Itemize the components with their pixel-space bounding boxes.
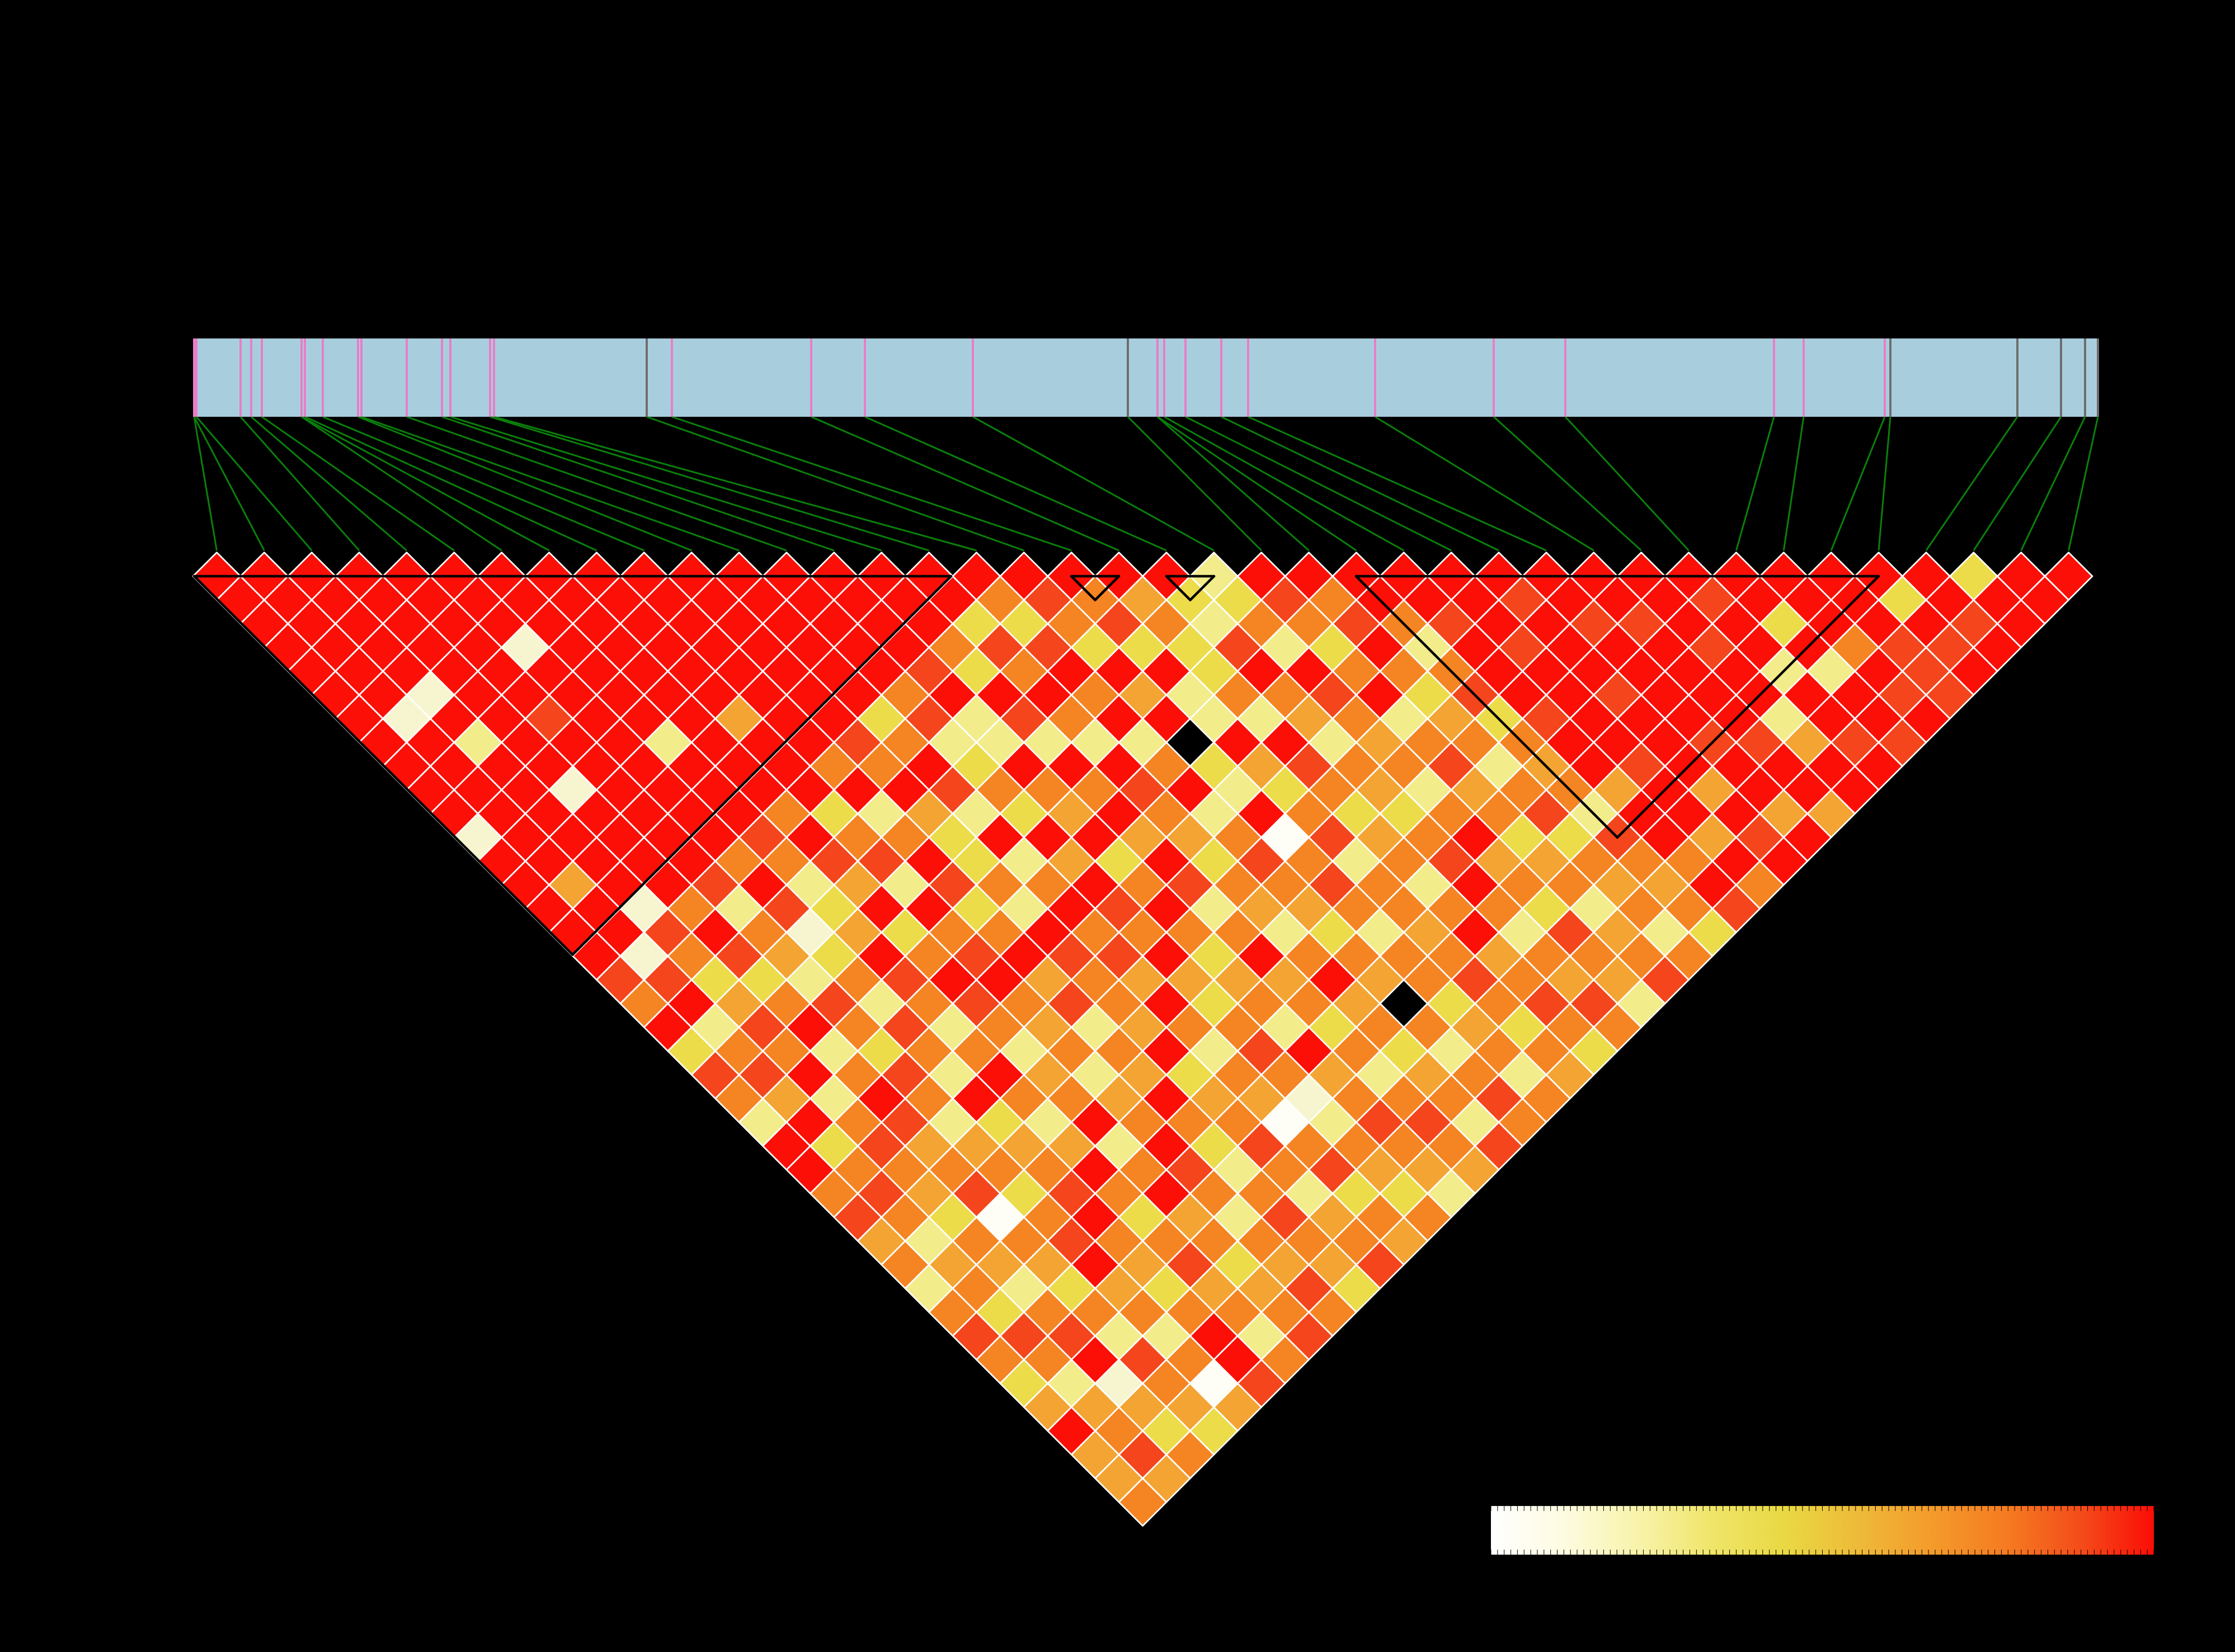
snp-connector-line: [972, 416, 1215, 552]
color-key-bar: [1491, 1506, 2154, 1555]
snp-connector-line: [864, 416, 1167, 552]
snp-connector-line: [322, 416, 644, 552]
snp-connector-line: [493, 416, 977, 552]
snp-connector-line: [239, 416, 360, 551]
block-left-edge: [1354, 575, 1619, 839]
snp-connector-line: [1830, 416, 1886, 551]
snp-connector-line: [301, 416, 550, 552]
block-left-edge: [192, 575, 574, 956]
snp-connector-line: [811, 416, 1119, 552]
snp-connector-line: [1564, 416, 1690, 552]
genetic-map: [193, 338, 2099, 417]
snp-connector-line: [193, 416, 218, 551]
snp-connector-line: [490, 416, 929, 552]
snp-connector-line: [361, 416, 740, 552]
snp-connector-line: [1157, 416, 1310, 552]
snp-connector-lines: [193, 416, 2099, 552]
snp-connector-line: [1185, 416, 1452, 552]
snp-connector-line: [2020, 416, 2086, 551]
ld-triangle: [192, 552, 2093, 1527]
snp-connector-line: [1878, 416, 1891, 551]
snp-connector-line: [441, 416, 835, 552]
snp-connector-line: [2068, 416, 2099, 551]
snp-connector-line: [406, 416, 787, 552]
snp-connector-line: [251, 416, 407, 552]
snp-connector-line: [1221, 416, 1499, 552]
snp-connector-line: [646, 416, 1024, 552]
block-left-edge: [1165, 575, 1192, 601]
genomic-region-bar: [193, 338, 2099, 417]
block-right-edge: [1616, 575, 1880, 839]
snp-connector-line: [1127, 416, 1262, 552]
snp-connector-line: [261, 416, 455, 552]
snp-connector-line: [193, 416, 265, 551]
snp-connector-line: [357, 416, 692, 552]
snp-connector-line: [450, 416, 882, 552]
snp-connector-line: [301, 416, 502, 552]
color-key: [1490, 1506, 2154, 1555]
snp-connector-line: [1925, 416, 2018, 551]
block-right-edge: [571, 575, 953, 956]
block-outlines: [192, 575, 1880, 956]
snp-connector-line: [1248, 416, 1547, 552]
snp-connector-line: [1973, 416, 2062, 551]
snp-connector-line: [1782, 416, 1805, 551]
snp-connector-line: [1375, 416, 1594, 552]
block-right-edge: [1094, 575, 1121, 601]
snp-marker-lines: [193, 338, 2099, 417]
snp-connector-line: [1157, 416, 1357, 552]
snp-connector-line: [304, 416, 597, 552]
block-right-edge: [1189, 575, 1216, 601]
snp-connector-line: [1735, 416, 1775, 551]
ld-cell: [2044, 552, 2093, 601]
snp-connector-line: [195, 416, 313, 551]
block-left-edge: [1070, 575, 1097, 601]
snp-connector-line: [1164, 416, 1405, 552]
snp-connector-line: [1493, 416, 1642, 552]
snp-connector-line: [671, 416, 1072, 552]
